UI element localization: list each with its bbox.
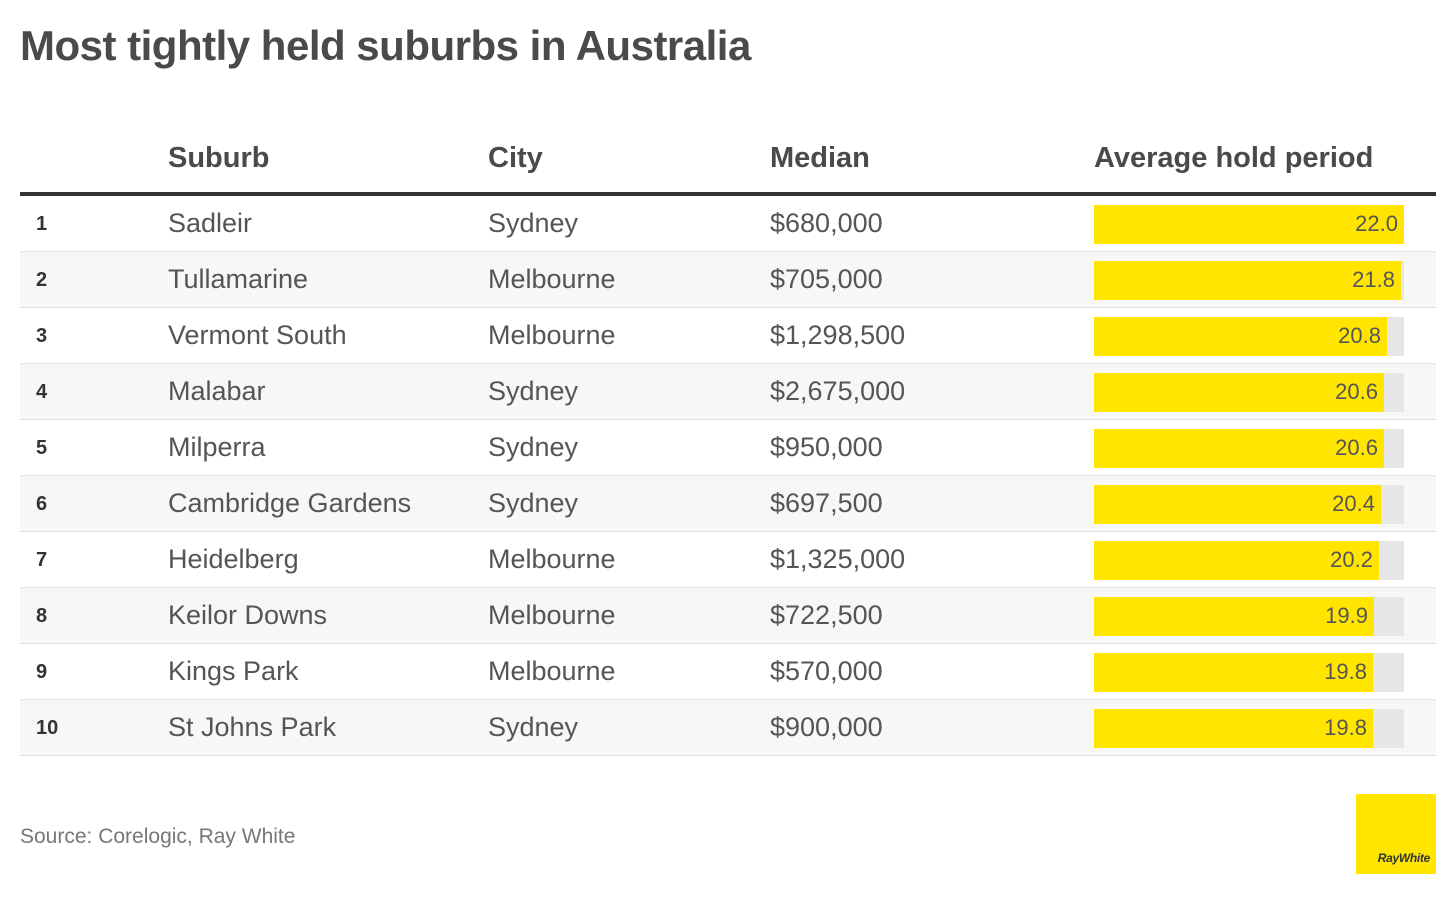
hold-value-label: 20.2 <box>1330 547 1373 572</box>
median-cell: $950,000 <box>770 432 883 462</box>
city-cell: Sydney <box>488 488 579 518</box>
table-row: 1 Sadleir Sydney $680,000 22.0 <box>20 196 1436 252</box>
hold-bar <box>1094 429 1384 468</box>
rank-cell: 10 <box>36 717 59 739</box>
median-cell: $1,298,500 <box>770 320 906 350</box>
column-header-suburb: Suburb <box>168 142 270 174</box>
table-row: 9 Kings Park Melbourne $570,000 19.8 <box>20 644 1436 700</box>
hold-bar-track: 22.0 <box>1094 205 1404 244</box>
hold-value-label: 20.6 <box>1335 435 1378 460</box>
rank-cell: 2 <box>36 269 48 291</box>
hold-bar <box>1094 485 1381 524</box>
hold-bar-track: 20.2 <box>1094 541 1404 580</box>
table-body: 1 Sadleir Sydney $680,000 22.0 2 Tullamarine Me… <box>20 196 1436 756</box>
hold-bar-track: 21.8 <box>1094 261 1404 300</box>
median-cell: $680,000 <box>770 208 883 238</box>
logo-text: RayWhite <box>1377 851 1431 865</box>
table-row: 10 St Johns Park Sydney $900,000 19.8 <box>20 700 1436 756</box>
hold-bar-track: 20.4 <box>1094 485 1404 524</box>
hold-value-label: 19.8 <box>1324 715 1367 740</box>
hold-bar <box>1094 261 1401 300</box>
hold-bar-track: 20.6 <box>1094 429 1404 468</box>
hold-bar-track: 19.8 <box>1094 709 1404 748</box>
city-cell: Sydney <box>488 712 579 742</box>
hold-value-label: 19.9 <box>1325 603 1368 628</box>
hold-value-label: 20.4 <box>1332 491 1375 516</box>
table-row: 7 Heidelberg Melbourne $1,325,000 20.2 <box>20 532 1436 588</box>
hold-bar <box>1094 317 1387 356</box>
city-cell: Melbourne <box>488 264 616 294</box>
hold-bar-track: 19.9 <box>1094 597 1404 636</box>
city-cell: Melbourne <box>488 544 616 574</box>
city-cell: Sydney <box>488 376 579 406</box>
hold-bar <box>1094 541 1379 580</box>
hold-bar <box>1094 653 1373 692</box>
rank-cell: 5 <box>36 437 48 459</box>
table-row: 3 Vermont South Melbourne $1,298,500 20.8 <box>20 308 1436 364</box>
rank-cell: 7 <box>36 549 48 571</box>
table-row: 5 Milperra Sydney $950,000 20.6 <box>20 420 1436 476</box>
suburb-cell: Cambridge Gardens <box>168 488 412 518</box>
median-cell: $570,000 <box>770 656 883 686</box>
suburb-cell: Sadleir <box>168 208 253 238</box>
table-header: Suburb City Median Average hold period <box>20 130 1436 196</box>
column-header-city: City <box>488 142 543 174</box>
median-cell: $722,500 <box>770 600 883 630</box>
median-cell: $1,325,000 <box>770 544 906 574</box>
median-cell: $705,000 <box>770 264 883 294</box>
rank-cell: 9 <box>36 661 48 683</box>
city-cell: Sydney <box>488 432 579 462</box>
hold-bar <box>1094 597 1374 636</box>
table-row: 6 Cambridge Gardens Sydney $697,500 20.4 <box>20 476 1436 532</box>
city-cell: Melbourne <box>488 600 616 630</box>
hold-bar <box>1094 709 1373 748</box>
table-row: 4 Malabar Sydney $2,675,000 20.6 <box>20 364 1436 420</box>
suburb-cell: St Johns Park <box>168 712 337 742</box>
hold-value-label: 20.6 <box>1335 379 1378 404</box>
city-cell: Melbourne <box>488 320 616 350</box>
hold-bar-track: 20.8 <box>1094 317 1404 356</box>
source-note: Source: Corelogic, Ray White <box>20 825 296 848</box>
hold-value-label: 22.0 <box>1355 211 1398 236</box>
table-row: 8 Keilor Downs Melbourne $722,500 19.9 <box>20 588 1436 644</box>
suburb-cell: Tullamarine <box>168 264 309 294</box>
column-header-average-hold-period: Average hold period <box>1094 142 1374 174</box>
median-cell: $2,675,000 <box>770 376 906 406</box>
rank-cell: 1 <box>36 213 48 235</box>
hold-bar-track: 19.8 <box>1094 653 1404 692</box>
suburb-cell: Malabar <box>168 376 266 406</box>
rank-cell: 6 <box>36 493 48 515</box>
column-header-median: Median <box>770 142 870 174</box>
hold-value-label: 20.8 <box>1338 323 1381 348</box>
hold-value-label: 21.8 <box>1352 267 1395 292</box>
hold-value-label: 19.8 <box>1324 659 1367 684</box>
suburb-cell: Heidelberg <box>168 544 299 574</box>
median-cell: $697,500 <box>770 488 883 518</box>
hold-bar <box>1094 205 1404 244</box>
city-cell: Sydney <box>488 208 579 238</box>
table-row: 2 Tullamarine Melbourne $705,000 21.8 <box>20 252 1436 308</box>
rank-cell: 3 <box>36 325 48 347</box>
hold-period-table: Suburb City Median Average hold period 1… <box>20 130 1436 756</box>
suburb-cell: Kings Park <box>168 656 299 686</box>
suburb-cell: Milperra <box>168 432 266 462</box>
rank-cell: 8 <box>36 605 48 627</box>
suburb-cell: Vermont South <box>168 320 347 350</box>
suburb-cell: Keilor Downs <box>168 600 328 630</box>
rank-cell: 4 <box>36 381 48 403</box>
chart-title: Most tightly held suburbs in Australia <box>20 22 751 69</box>
city-cell: Melbourne <box>488 656 616 686</box>
hold-bar <box>1094 373 1384 412</box>
median-cell: $900,000 <box>770 712 883 742</box>
hold-bar-track: 20.6 <box>1094 373 1404 412</box>
ray-white-logo: RayWhite <box>1356 794 1436 874</box>
